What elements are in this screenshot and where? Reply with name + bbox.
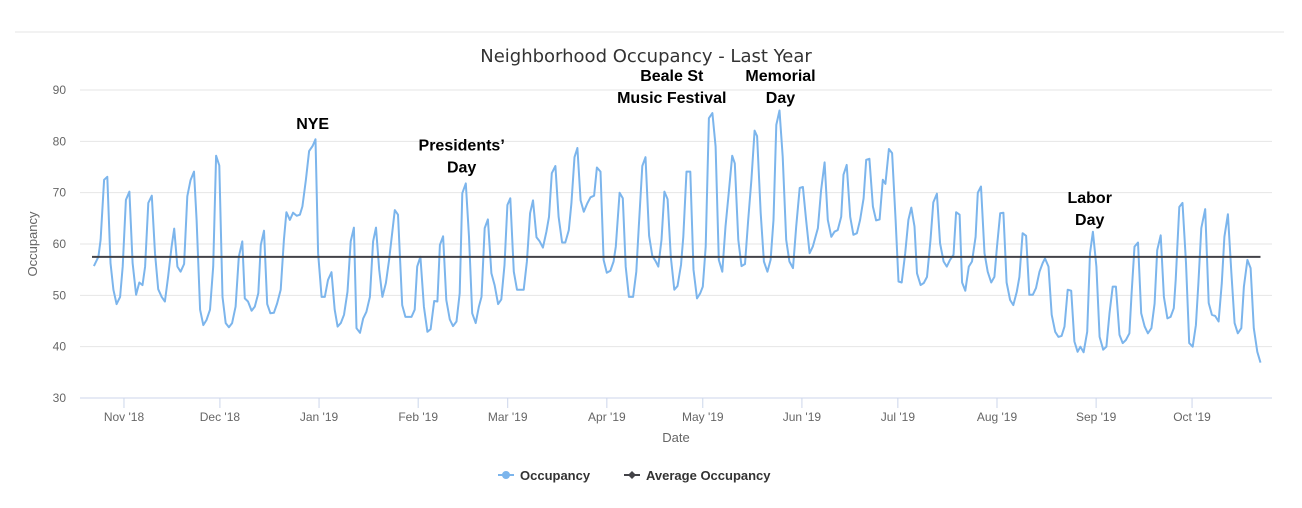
legend-marker-occupancy bbox=[502, 471, 510, 479]
x-axis-title: Date bbox=[662, 430, 689, 445]
x-tick-label: Mar '19 bbox=[488, 410, 528, 424]
x-axis-ticks: Nov '18 Dec '18 Jan '19 Feb '19 Mar '19 Apr '… bbox=[104, 398, 1211, 424]
x-tick-label: Jul '19 bbox=[881, 410, 916, 424]
y-tick-label: 30 bbox=[53, 391, 67, 405]
chart-title: Neighborhood Occupancy - Last Year bbox=[480, 46, 812, 67]
y-tick-label: 80 bbox=[53, 134, 67, 148]
x-tick-label: Apr '19 bbox=[588, 410, 626, 424]
x-tick-label: Dec '18 bbox=[200, 410, 241, 424]
annotation-label: Day bbox=[447, 160, 476, 177]
y-tick-label: 50 bbox=[53, 288, 67, 302]
legend-label-average: Average Occupancy bbox=[646, 468, 771, 483]
y-tick-label: 70 bbox=[53, 186, 67, 200]
x-tick-label: Jan '19 bbox=[300, 410, 339, 424]
annotation-label: Presidents’ bbox=[419, 138, 505, 155]
annotation-label: Labor bbox=[1067, 190, 1111, 207]
annotation-label: Memorial bbox=[745, 68, 815, 85]
x-tick-label: Aug '19 bbox=[977, 410, 1018, 424]
legend-item-average-occupancy[interactable]: Average Occupancy bbox=[624, 468, 771, 483]
y-tick-label: 60 bbox=[53, 237, 67, 251]
annotation-label: Day bbox=[766, 90, 795, 107]
x-tick-label: Sep '19 bbox=[1076, 410, 1117, 424]
x-tick-label: Feb '19 bbox=[398, 410, 438, 424]
x-tick-label: May '19 bbox=[682, 410, 724, 424]
annotation-label: Beale St bbox=[640, 68, 704, 85]
x-tick-label: Nov '18 bbox=[104, 410, 145, 424]
y-axis-ticks: 30 40 50 60 70 80 90 bbox=[53, 83, 67, 405]
legend-marker-average bbox=[628, 471, 636, 479]
legend: Occupancy Average Occupancy bbox=[498, 468, 771, 483]
series-group bbox=[91, 109, 1262, 363]
occupancy-line bbox=[92, 109, 1262, 363]
annotations: NYE Presidents’ Day Beale St Music Festival M… bbox=[296, 68, 1112, 229]
x-tick-label: Jun '19 bbox=[783, 410, 822, 424]
legend-label-occupancy: Occupancy bbox=[520, 468, 591, 483]
y-tick-label: 90 bbox=[53, 83, 67, 97]
legend-item-occupancy[interactable]: Occupancy bbox=[498, 468, 591, 483]
annotation-label: Day bbox=[1075, 212, 1104, 229]
annotation-label: NYE bbox=[296, 116, 329, 133]
y-axis-title: Occupancy bbox=[25, 211, 40, 277]
y-tick-label: 40 bbox=[53, 340, 67, 354]
x-tick-label: Oct '19 bbox=[1173, 410, 1211, 424]
annotation-label: Music Festival bbox=[617, 90, 726, 107]
